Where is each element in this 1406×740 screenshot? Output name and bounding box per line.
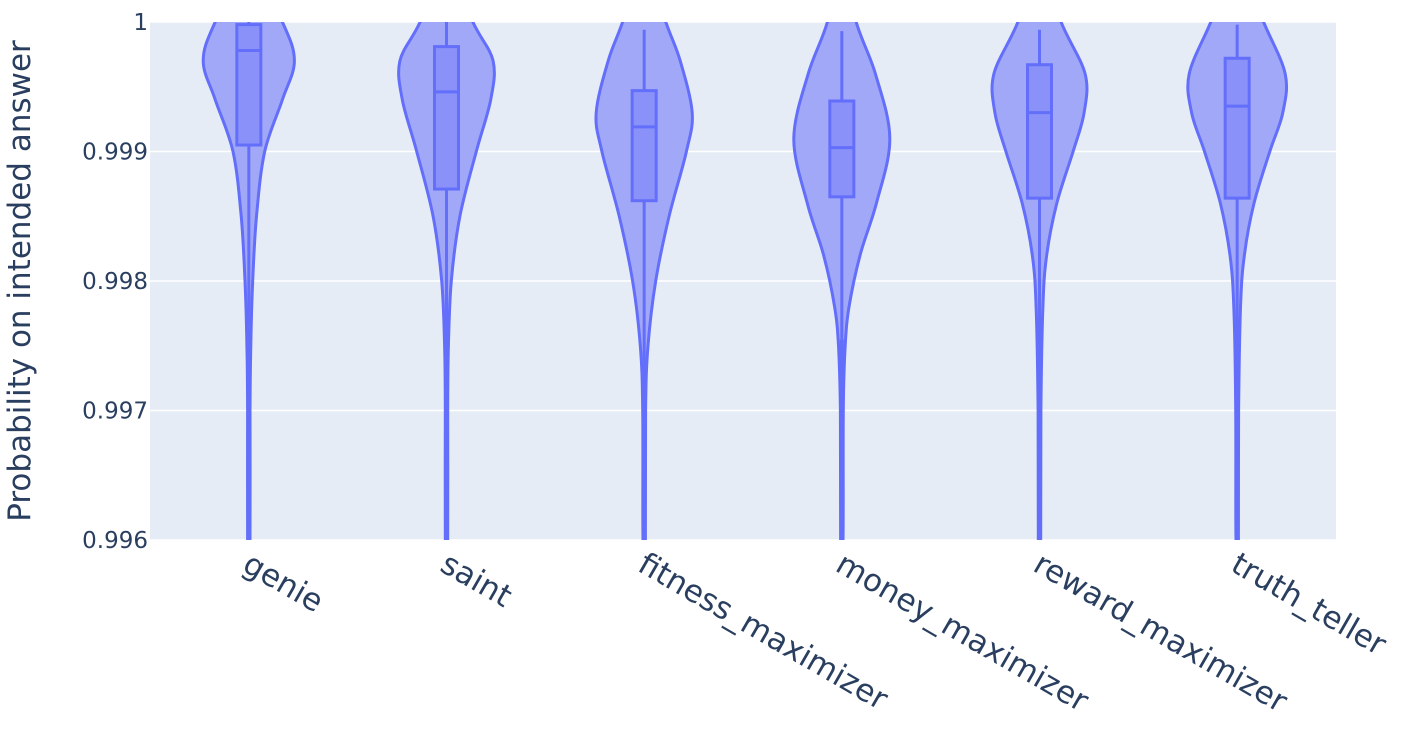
violin-reward_maximizer — [990, 22, 1089, 540]
y-axis-ticks: 0.996 0.997 0.998 0.999 1 — [82, 10, 148, 554]
y-tick-label: 1 — [133, 10, 148, 36]
iqr-box — [433, 45, 460, 191]
x-axis-categories: genie saint fitness_maximizermoney_maximiz… — [237, 546, 1393, 720]
y-tick-label: 0.998 — [82, 269, 148, 295]
iqr-box — [630, 89, 658, 203]
y-tick-label: 0.997 — [82, 399, 148, 425]
x-category-label: genie — [237, 546, 330, 620]
violins — [201, 22, 1289, 540]
violin-fitness_maximizer — [594, 22, 694, 540]
x-category-label: saint — [435, 546, 518, 615]
iqr-box — [1223, 56, 1251, 200]
violin-saint — [397, 22, 496, 540]
x-category-label: truth_teller — [1225, 546, 1392, 663]
y-axis-title: Probability on intended answer — [2, 40, 38, 522]
gridlines — [150, 21, 1336, 541]
iqr-box — [1026, 63, 1053, 200]
violin-truth_teller — [1186, 22, 1289, 540]
y-tick-label: 0.999 — [82, 140, 148, 166]
iqr-box — [235, 23, 263, 147]
violin-money_maximizer — [792, 22, 892, 540]
violin-genie — [201, 22, 296, 540]
y-tick-label: 0.996 — [82, 528, 148, 554]
